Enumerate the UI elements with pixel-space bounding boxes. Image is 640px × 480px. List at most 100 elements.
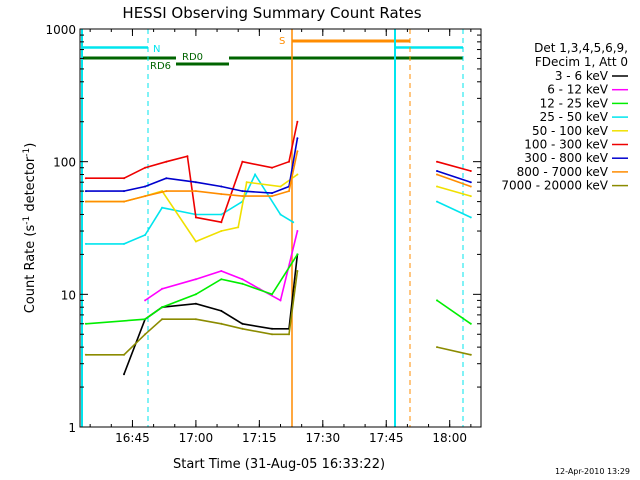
data-point	[469, 195, 472, 198]
series-line	[436, 346, 471, 356]
series-3	[84, 253, 472, 325]
legend-label: 800 - 7000 keV	[517, 165, 609, 179]
y-tick-label: 100	[53, 156, 76, 170]
data-point	[84, 190, 87, 193]
legend-label: 50 - 100 keV	[532, 124, 609, 138]
data-point	[292, 221, 295, 224]
series-line	[436, 200, 472, 219]
data-point	[271, 166, 273, 169]
x-axis-ticks: 16:45 17:00 17:15 17:30 17:45 18:00	[89, 29, 472, 445]
data-point	[144, 166, 147, 169]
series-line	[123, 254, 299, 375]
data-point	[245, 181, 248, 184]
legend-label: 100 - 300 keV	[524, 138, 608, 152]
data-point	[296, 120, 299, 123]
data-point	[84, 353, 87, 356]
legend-label: 300 - 800 keV	[524, 151, 608, 165]
legend-label: 25 - 50 keV	[540, 110, 609, 124]
y-tick-label: 1000	[45, 23, 76, 37]
data-point	[84, 177, 87, 180]
series-1	[123, 253, 299, 376]
flag-rd6-label: RD6	[150, 61, 171, 72]
series-line	[436, 173, 472, 188]
data-point	[194, 302, 197, 305]
data-point	[436, 185, 438, 188]
data-point	[288, 160, 290, 163]
data-point	[194, 190, 197, 193]
data-point	[123, 177, 125, 180]
chart-title: HESSI Observing Summary Count Rates	[122, 4, 421, 22]
data-point	[220, 221, 223, 224]
series-2	[144, 230, 299, 302]
data-point	[123, 242, 125, 245]
series-line	[85, 172, 294, 245]
legend-label: 7000 - 20000 keV	[501, 179, 608, 193]
data-point	[123, 190, 125, 193]
series-6	[84, 120, 472, 224]
legend-label: 6 - 12 keV	[547, 83, 609, 97]
legend-label: 12 - 25 keV	[540, 96, 609, 110]
series-4	[84, 172, 472, 245]
y-axis-label-sup2: -1	[22, 148, 32, 157]
data-point	[436, 173, 438, 176]
data-point	[144, 185, 147, 188]
y-axis-label-end: )	[23, 143, 38, 148]
data-point	[271, 327, 273, 330]
x-axis-label: Start Time (31-Aug-05 16:33:22)	[173, 457, 385, 472]
x-tick-label: 17:15	[242, 431, 277, 445]
data-point	[220, 230, 223, 232]
data-point	[161, 206, 164, 209]
series-line	[436, 170, 472, 183]
data-point	[241, 278, 244, 281]
series-line	[436, 299, 472, 325]
series-5	[84, 173, 472, 243]
data-point	[271, 333, 273, 336]
data-point	[165, 190, 168, 193]
series-line	[436, 160, 472, 172]
series-line	[85, 151, 299, 203]
series-line	[144, 230, 299, 302]
data-point	[194, 216, 197, 219]
data-point	[271, 192, 273, 195]
data-point	[241, 160, 244, 163]
data-point	[194, 181, 197, 184]
data-point	[241, 195, 244, 198]
data-point	[123, 373, 125, 376]
data-point	[241, 322, 244, 325]
data-point	[469, 185, 472, 188]
data-point	[469, 181, 472, 184]
data-point	[296, 230, 299, 232]
data-point	[436, 299, 438, 302]
data-point	[220, 270, 223, 272]
data-point	[165, 160, 168, 163]
data-point	[288, 190, 290, 193]
series-line	[436, 185, 472, 197]
data-point	[220, 309, 223, 312]
series-line	[85, 270, 299, 356]
data-point	[84, 242, 87, 245]
data-point	[220, 322, 223, 325]
series-8	[84, 150, 472, 203]
series-line	[85, 138, 299, 194]
series-line	[85, 253, 299, 325]
footer-timestamp: 12-Apr-2010 13:29	[555, 467, 630, 476]
y-tick-label: 1	[68, 421, 76, 435]
data-point	[436, 200, 438, 203]
data-point	[161, 287, 164, 290]
data-point	[161, 306, 164, 309]
y-axis-label-main: Count Rate (s	[23, 225, 38, 314]
data-point	[436, 346, 438, 349]
data-point	[436, 160, 438, 163]
data-point	[165, 177, 168, 180]
data-point	[123, 200, 125, 203]
x-tick-label: 17:30	[306, 431, 341, 445]
data-point	[279, 185, 282, 188]
data-point	[241, 282, 244, 285]
legend: Det 1,3,4,5,6,9, FDecim 1, Att 0 3 - 6 k…	[501, 41, 628, 193]
data-point	[296, 137, 299, 140]
data-point	[220, 185, 223, 188]
data-point	[288, 333, 290, 336]
data-point	[144, 318, 147, 321]
data-point	[296, 253, 299, 256]
data-point	[161, 318, 164, 321]
